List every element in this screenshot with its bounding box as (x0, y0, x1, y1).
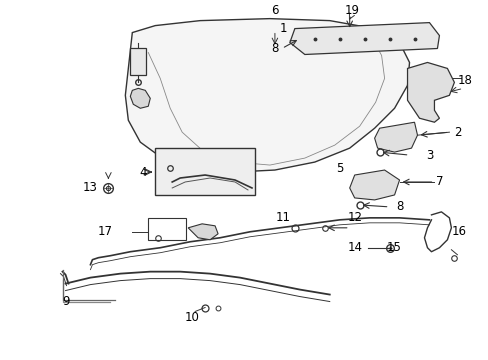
Polygon shape (130, 88, 150, 108)
Bar (148, 218, 186, 240)
Text: 6: 6 (271, 4, 278, 17)
Text: 15: 15 (386, 241, 401, 254)
Text: 10: 10 (184, 311, 199, 324)
Text: 16: 16 (451, 225, 466, 238)
Text: 9: 9 (61, 295, 69, 308)
Polygon shape (125, 19, 408, 172)
Text: 8: 8 (395, 201, 403, 213)
Text: 14: 14 (346, 241, 362, 254)
Polygon shape (407, 62, 453, 122)
Text: 1: 1 (280, 22, 287, 35)
Text: 19: 19 (344, 4, 359, 17)
Text: 11: 11 (275, 211, 290, 224)
Polygon shape (349, 170, 399, 200)
Text: 4: 4 (139, 166, 147, 179)
Polygon shape (289, 23, 439, 54)
Bar (130, 48, 146, 75)
Text: 3: 3 (425, 149, 432, 162)
Text: 17: 17 (98, 225, 113, 238)
Text: 7: 7 (435, 175, 442, 189)
Text: 5: 5 (335, 162, 343, 175)
Polygon shape (374, 122, 417, 152)
Text: 8: 8 (271, 42, 278, 55)
Text: 12: 12 (346, 211, 362, 224)
Polygon shape (188, 224, 218, 240)
Bar (155, 148, 254, 195)
Text: 13: 13 (83, 181, 98, 194)
Text: 2: 2 (453, 126, 460, 139)
Text: 18: 18 (457, 74, 472, 87)
